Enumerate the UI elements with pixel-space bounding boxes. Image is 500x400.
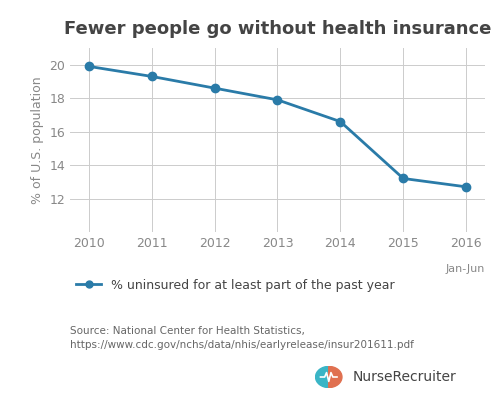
Title: Fewer people go without health insurance: Fewer people go without health insurance <box>64 20 491 38</box>
Text: NurseRecruiter: NurseRecruiter <box>352 370 456 384</box>
Wedge shape <box>316 366 329 388</box>
Text: Source: National Center for Health Statistics,
https://www.cdc.gov/nchs/data/nhi: Source: National Center for Health Stati… <box>70 326 414 350</box>
Y-axis label: % of U.S. population: % of U.S. population <box>30 76 44 204</box>
Legend: % uninsured for at least part of the past year: % uninsured for at least part of the pas… <box>76 279 395 292</box>
Text: Jan-Jun: Jan-Jun <box>446 264 485 274</box>
Wedge shape <box>328 366 342 388</box>
